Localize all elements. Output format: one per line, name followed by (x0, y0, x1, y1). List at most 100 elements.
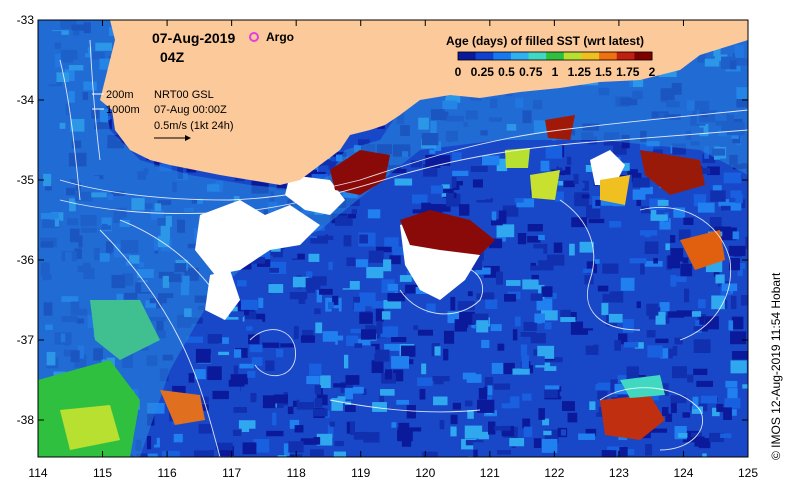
sst-pixel (353, 431, 368, 440)
colorbar-tick-label: 0.25 (471, 65, 495, 79)
sst-pixel (452, 152, 462, 161)
australia-landmass[interactable] (100, 20, 748, 185)
sst-pixel (527, 223, 543, 232)
sst-pixel (560, 317, 576, 322)
sst-pixel (399, 275, 412, 282)
sst-pixel (384, 343, 400, 351)
sst-pixel (251, 357, 263, 367)
sst-pixel (253, 439, 270, 453)
sst-pixel (450, 296, 456, 311)
sst-pixel (316, 289, 322, 303)
sst-pixel (452, 193, 461, 207)
sst-pixel (306, 375, 320, 385)
sst-pixel (454, 319, 469, 332)
sst-pixel (657, 199, 669, 206)
sst-pixel (742, 268, 748, 278)
colorbar-segment (510, 52, 530, 60)
map-date: 07-Aug-2019 (152, 30, 235, 46)
colorbar-tick-label: 1.25 (568, 65, 592, 79)
sst-pixel (737, 262, 746, 277)
sst-pixel (537, 137, 552, 144)
sst-pixel (647, 345, 663, 358)
sst-pixel (361, 388, 367, 395)
sst-pixel (394, 178, 413, 186)
sst-pixel (650, 214, 668, 221)
sst-pixel (609, 450, 617, 457)
sst-pixel (473, 442, 488, 450)
sst-pixel (609, 220, 622, 228)
sst-pixel (313, 437, 321, 445)
legend-tick-labels: 0 0.25 0.5 0.75 1 1.25 1.5 1.75 2 (455, 65, 656, 79)
sst-pixel (313, 408, 328, 417)
sst-pixel (607, 446, 624, 454)
sst-pixel (601, 450, 611, 457)
sst-pixel (412, 209, 429, 214)
sst-pixel (502, 205, 519, 217)
sst-pixel (292, 276, 309, 288)
sst-pixel (458, 204, 470, 216)
sst-pixel (670, 401, 677, 414)
sst-pixel (530, 333, 546, 344)
sst-pixel (484, 376, 494, 388)
sst-pixel (530, 293, 543, 301)
sst-pixel (412, 194, 428, 204)
sst-pixel (193, 450, 211, 457)
sst-pixel (639, 143, 654, 152)
sst-pixel (376, 246, 392, 253)
sst-pixel (576, 182, 585, 189)
sst-pixel (389, 255, 401, 265)
sst-pixel (646, 330, 656, 338)
sst-pixel (371, 301, 388, 309)
sst-pixel (584, 255, 595, 267)
sst-pixel (718, 199, 730, 207)
sst-pixel (568, 262, 583, 268)
mid-age-patches (38, 148, 665, 457)
x-tick-label: 115 (93, 466, 112, 480)
sst-pixel (743, 280, 748, 293)
sst-pixel (249, 344, 263, 353)
sst-pixel (626, 366, 639, 380)
sst-pixel (659, 302, 670, 312)
sst-pixel (559, 391, 578, 397)
sst-pixel (331, 398, 343, 411)
sst-pixel (593, 247, 605, 260)
sst-pixel (450, 426, 457, 437)
sst-pixel (186, 336, 204, 343)
sst-pixel (258, 297, 264, 308)
sst-pixel (602, 293, 616, 302)
sst-pixel (505, 404, 514, 409)
sst-pixel (154, 437, 160, 448)
y-tick-label: -35 (17, 173, 35, 187)
sst-pixel (476, 197, 493, 203)
sst-pixel (728, 245, 746, 256)
sst-pixel (187, 421, 195, 430)
sst-pixel (676, 310, 694, 317)
sst-pixel (433, 396, 448, 406)
sst-pixel (294, 454, 303, 457)
sst-pixel (544, 322, 552, 330)
sst-pixel (554, 191, 564, 202)
y-tick-label: -38 (17, 413, 35, 427)
sst-pixel (404, 427, 422, 432)
sst-pixel (724, 398, 741, 409)
sst-pixel (725, 380, 738, 388)
sst-pixel (637, 167, 649, 174)
sst-pixel (595, 199, 601, 206)
sst-pixel (332, 295, 339, 306)
sst-pixel (614, 340, 621, 351)
sst-pixel (725, 367, 734, 379)
sst-pixel (266, 430, 284, 437)
colorbar-segment (475, 52, 494, 60)
sst-pixel (724, 202, 742, 211)
sst-pixel (466, 374, 482, 383)
sst-pixel (670, 395, 687, 404)
sst-pixel (333, 451, 346, 457)
sst-pixel (215, 442, 233, 451)
sst-pixel (372, 402, 387, 412)
sst-pixel (714, 226, 732, 231)
sst-pixel (653, 258, 658, 264)
sst-pixel (467, 291, 473, 297)
sst-pixel (504, 293, 517, 302)
sst-pixel (293, 326, 299, 340)
sst-pixel (173, 433, 183, 443)
